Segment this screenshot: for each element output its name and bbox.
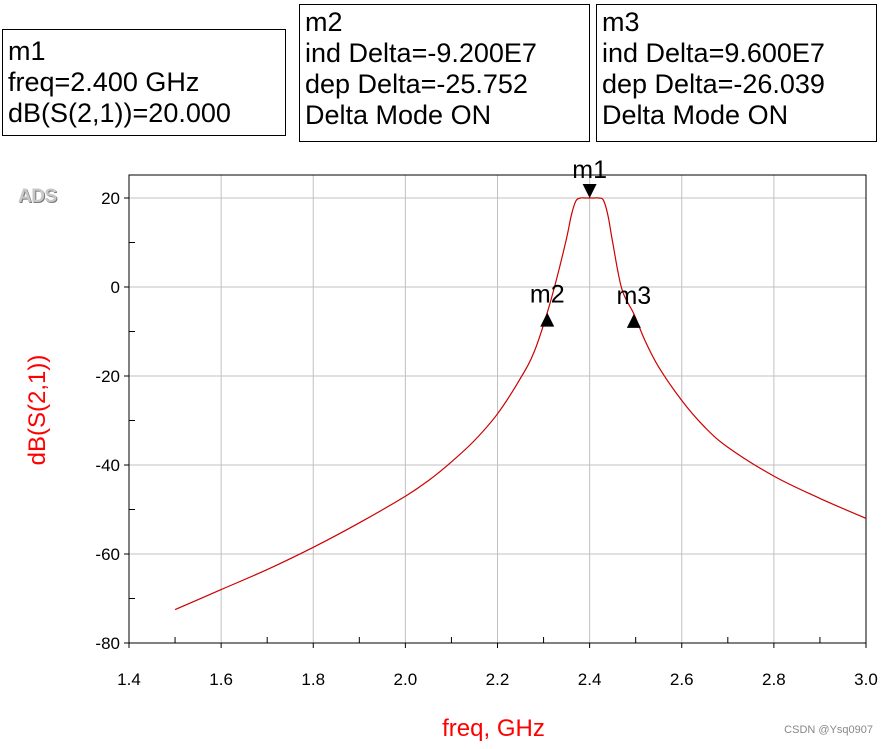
x-tick-label: 1.8 — [301, 670, 325, 689]
marker-readout-m1-value: dB(S(2,1))=20.000 — [8, 98, 231, 128]
marker-readout-m3-name: m3 — [602, 7, 640, 37]
ads-logo: ADS — [18, 186, 57, 207]
x-tick-label: 3.0 — [854, 670, 878, 689]
y-tick-label: -20 — [95, 367, 120, 386]
x-tick-label: 1.6 — [209, 670, 233, 689]
y-tick-label: -40 — [95, 456, 120, 475]
marker-triangle-m1 — [582, 184, 597, 198]
marker-readout-m2-dep-delta: dep Delta=-25.752 — [305, 69, 528, 99]
marker-label-m1: m1 — [572, 156, 607, 184]
marker-readout-m3-dep-delta: dep Delta=-26.039 — [602, 69, 825, 99]
y-axis-label: dB(S(2,1)) — [24, 355, 51, 466]
marker-label-m3: m3 — [616, 282, 651, 310]
x-tick-label: 2.0 — [394, 670, 418, 689]
y-tick-label: 20 — [101, 189, 120, 208]
grid-lines — [129, 175, 866, 643]
marker-triangle-m3 — [626, 313, 641, 328]
marker-readout-m3-mode: Delta Mode ON — [602, 100, 789, 130]
marker-readout-m2-mode: Delta Mode ON — [305, 100, 492, 130]
x-tick-label: 2.2 — [486, 670, 510, 689]
marker-readout-m2: m2 ind Delta=-9.200E7 dep Delta=-25.752 … — [299, 4, 590, 142]
x-tick-label: 2.6 — [670, 670, 694, 689]
marker-triangle-m2 — [540, 312, 555, 327]
x-axis-label: freq, GHz — [442, 715, 545, 742]
marker-readout-m3: m3 ind Delta=9.600E7 dep Delta=-26.039 D… — [596, 4, 877, 142]
minor-ticks — [129, 242, 821, 643]
x-tick-label: 2.4 — [578, 670, 602, 689]
marker-readout-m1-freq: freq=2.400 GHz — [8, 67, 200, 97]
marker-readout-m2-name: m2 — [305, 7, 343, 37]
trace-s21 — [174, 197, 867, 611]
y-tick-label: -60 — [95, 545, 120, 564]
y-tick-label: -80 — [95, 634, 120, 653]
x-tick-label: 1.4 — [117, 670, 141, 689]
marker-readout-m3-ind-delta: ind Delta=9.600E7 — [602, 38, 825, 68]
watermark: CSDN @Ysq0907 — [784, 724, 873, 736]
marker-readout-m1-name: m1 — [8, 36, 46, 66]
y-tick-label: 0 — [111, 278, 120, 297]
x-tick-label: 2.8 — [762, 670, 786, 689]
marker-readout-m2-ind-delta: ind Delta=-9.200E7 — [305, 38, 537, 68]
marker-label-m2: m2 — [530, 281, 565, 309]
marker-readout-m1: m1 freq=2.400 GHz dB(S(2,1))=20.000 — [2, 29, 286, 136]
